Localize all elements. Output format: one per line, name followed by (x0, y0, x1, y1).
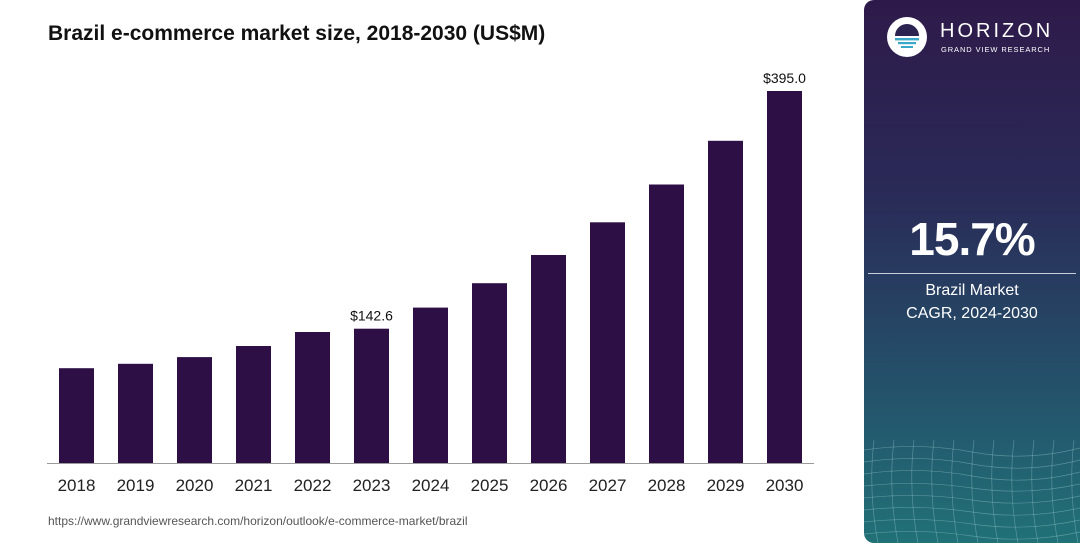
divider (868, 273, 1076, 274)
x-tick-label-2022: 2022 (294, 476, 332, 495)
x-tick-label-2029: 2029 (707, 476, 745, 495)
bar-2030 (767, 91, 802, 463)
x-tick-label-2030: 2030 (766, 476, 804, 495)
bar-2018 (59, 368, 94, 463)
brand-subtitle: GRAND VIEW RESEARCH (941, 45, 1051, 54)
bar-2023 (354, 328, 389, 463)
brand-name: HORIZON (940, 20, 1054, 42)
x-tick-label-2028: 2028 (648, 476, 686, 495)
bar-2024 (413, 307, 448, 463)
bar-2020 (177, 357, 212, 463)
brand-logo[interactable]: HORIZON GRAND VIEW RESEARCH (886, 16, 1072, 60)
bar-2021 (236, 346, 271, 463)
x-tick-label-2020: 2020 (176, 476, 214, 495)
x-tick-label-2021: 2021 (235, 476, 273, 495)
bar-2019 (118, 363, 153, 463)
horizon-logo-icon (887, 17, 927, 57)
bar-2028 (649, 184, 684, 463)
data-label-2023: $142.6 (350, 308, 393, 324)
cagr-label-period: CAGR, 2024-2030 (906, 305, 1038, 322)
bar-2029 (708, 140, 743, 464)
data-label-2030: $395.0 (763, 70, 806, 86)
bar-chart: 2018 2019 2020 2021 2022 2023 $142.6 2024 2025 20… (47, 70, 814, 495)
source-url[interactable]: https://www.grandviewresearch.com/horizo… (48, 514, 468, 528)
x-tick-label-2019: 2019 (117, 476, 155, 495)
x-tick-label-2024: 2024 (412, 476, 450, 495)
cagr-value: 15.7% (909, 213, 1035, 265)
x-tick-label-2025: 2025 (471, 476, 509, 495)
chart-title: Brazil e-commerce market size, 2018-2030… (48, 22, 546, 45)
cagr-label-market: Brazil Market (925, 282, 1019, 299)
x-tick-label-2023: 2023 (353, 476, 391, 495)
x-tick-label-2018: 2018 (58, 476, 96, 495)
side-panel: HORIZON GRAND VIEW RESEARCH 15.7% Brazil… (864, 0, 1080, 543)
x-tick-label-2027: 2027 (589, 476, 627, 495)
decorative-mesh (864, 440, 1080, 543)
bar-2026 (531, 255, 566, 463)
bar-2027 (590, 222, 625, 463)
x-tick-label-2026: 2026 (530, 476, 568, 495)
chart-area: Brazil e-commerce market size, 2018-2030… (47, 22, 814, 528)
bar-2022 (295, 332, 330, 463)
bar-2025 (472, 283, 507, 463)
